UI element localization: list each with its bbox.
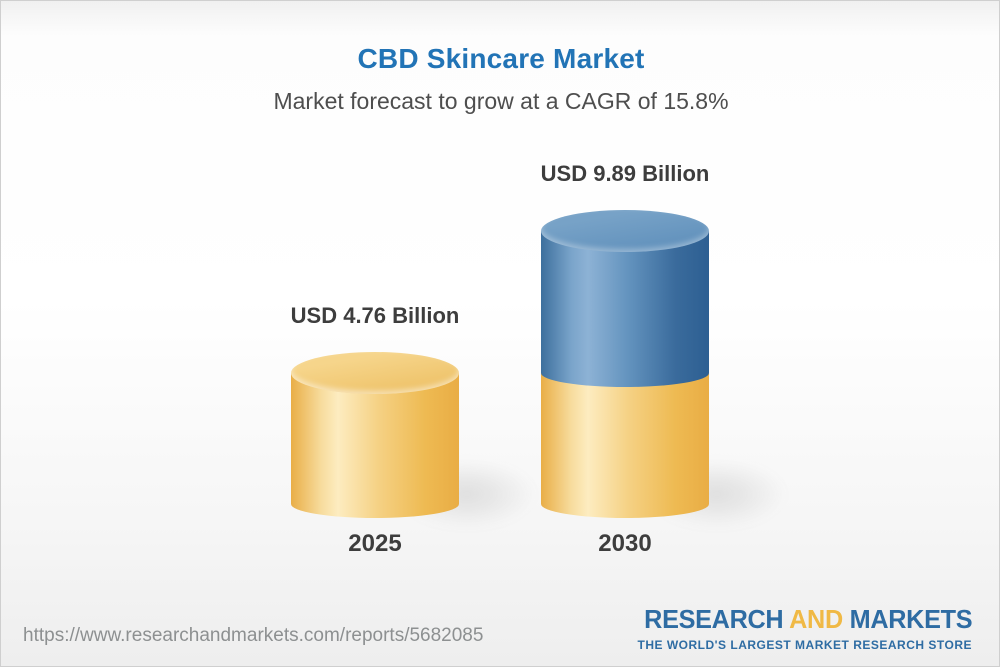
bar-value-label: USD 4.76 Billion — [290, 302, 460, 328]
logo-word-research: RESEARCH — [643, 604, 789, 634]
bar-category-label: 2030 — [598, 530, 652, 557]
cylinder-segment-gold — [541, 372, 709, 518]
source-url[interactable]: https://www.researchandmarkets.com/repor… — [23, 625, 484, 646]
cylinder-segment-gold — [291, 372, 459, 518]
logo-word-and: AND — [788, 604, 843, 634]
page-subtitle: Market forecast to grow at a CAGR of 15.… — [273, 88, 729, 114]
cylinder-top-gold — [291, 351, 459, 394]
bar-category-label: 2025 — [348, 530, 402, 557]
bar-value-label: USD 9.89 Billion — [540, 161, 710, 187]
page-title: CBD Skincare Market — [357, 43, 645, 74]
logo-word-markets: MARKETS — [842, 604, 972, 634]
cylinder-top-blue — [541, 210, 709, 253]
logo-wordmark: RESEARCH AND MARKETS — [644, 604, 972, 635]
logo-tagline: THE WORLD'S LARGEST MARKET RESEARCH STOR… — [637, 638, 972, 652]
cylinder-segment-blue — [541, 231, 709, 387]
researchandmarkets-logo: RESEARCH AND MARKETS THE WORLD'S LARGEST… — [634, 604, 973, 652]
